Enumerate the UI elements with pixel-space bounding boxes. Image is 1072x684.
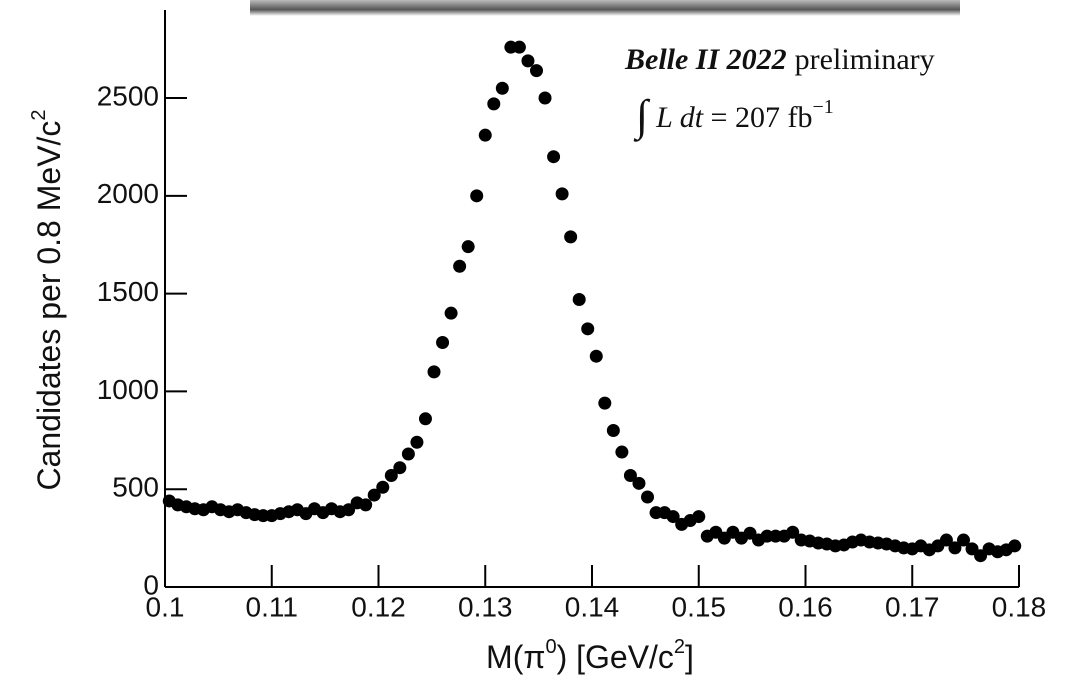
data-point [384,469,398,483]
lumi-value: = 207 fb [703,101,812,134]
data-point [376,480,390,494]
data-point [461,240,475,254]
data-point [786,525,800,539]
x-tick-label: 0.11 [246,591,298,622]
data-point [948,541,962,555]
label-part: 0 [545,636,556,658]
data-point [1008,539,1022,553]
x-tick-label: 0.15 [672,591,727,622]
experiment-label: Belle II 2022 preliminary [624,43,935,76]
data-point [956,533,970,547]
data-point [529,64,543,78]
integral: ∫ [633,91,651,142]
data-point [401,447,415,461]
data-point [598,396,612,410]
lumi-exponent: −1 [812,96,833,118]
x-axis-label: M(π0) [GeV/c2] [486,636,694,675]
label-part: 2 [28,109,50,120]
x-tick-label: 0.1 [146,591,185,622]
data-point [478,128,492,142]
data-point [418,412,432,426]
y-tick-label: 500 [112,472,159,503]
y-axis-label: Candidates per 0.8 MeV/c2 [28,109,67,490]
data-point [547,150,561,164]
x-tick-label: 0.16 [778,591,833,622]
data-point [589,349,603,363]
y-tick-label: 1500 [97,276,159,307]
label-part: M(π [486,639,545,675]
status: preliminary [795,43,935,76]
data-point [393,461,407,475]
x-tick-label: 0.12 [351,591,406,622]
data-point [615,445,629,459]
data-point [436,336,450,350]
data-point [367,488,381,502]
lumi-var: L dt [655,101,704,134]
data-point [521,54,535,68]
data-point [359,498,373,512]
x-tick-label: 0.13 [458,591,513,622]
x-tick-label: 0.17 [885,591,940,622]
y-tick-label: 2500 [97,80,159,111]
data-point [512,40,526,54]
data-point [692,510,706,524]
y-tick-label: 1000 [97,374,159,405]
y-tick-label: 2000 [97,178,159,209]
luminosity: ∫ L dt = 207 fb−1 [633,91,834,142]
data-point [666,510,680,524]
data-point [581,322,595,336]
data-point [572,292,586,306]
experiment: Belle II 2022 [624,43,787,76]
label-part: ) [GeV/c [557,639,674,675]
data-point [495,81,509,95]
data-point [564,230,578,244]
data-point [427,365,441,379]
x-tick-label: 0.14 [565,591,620,622]
data-point [632,476,646,490]
data-point [444,306,458,320]
data-point [641,490,655,504]
y-tick-label: 0 [143,569,159,600]
data-point [606,424,620,438]
window-shadow [250,0,960,16]
label-part: ] [685,639,694,675]
data-point [555,187,569,201]
label-part: 2 [674,636,685,658]
data-point [470,189,484,203]
data-point [939,533,953,547]
label-part: Candidates per 0.8 MeV/c [31,121,67,491]
data-point [538,91,552,105]
data-point [487,97,501,111]
data-point [410,435,424,449]
data-point [623,469,637,483]
x-tick-label: 0.18 [992,591,1047,622]
data-point [453,259,467,273]
